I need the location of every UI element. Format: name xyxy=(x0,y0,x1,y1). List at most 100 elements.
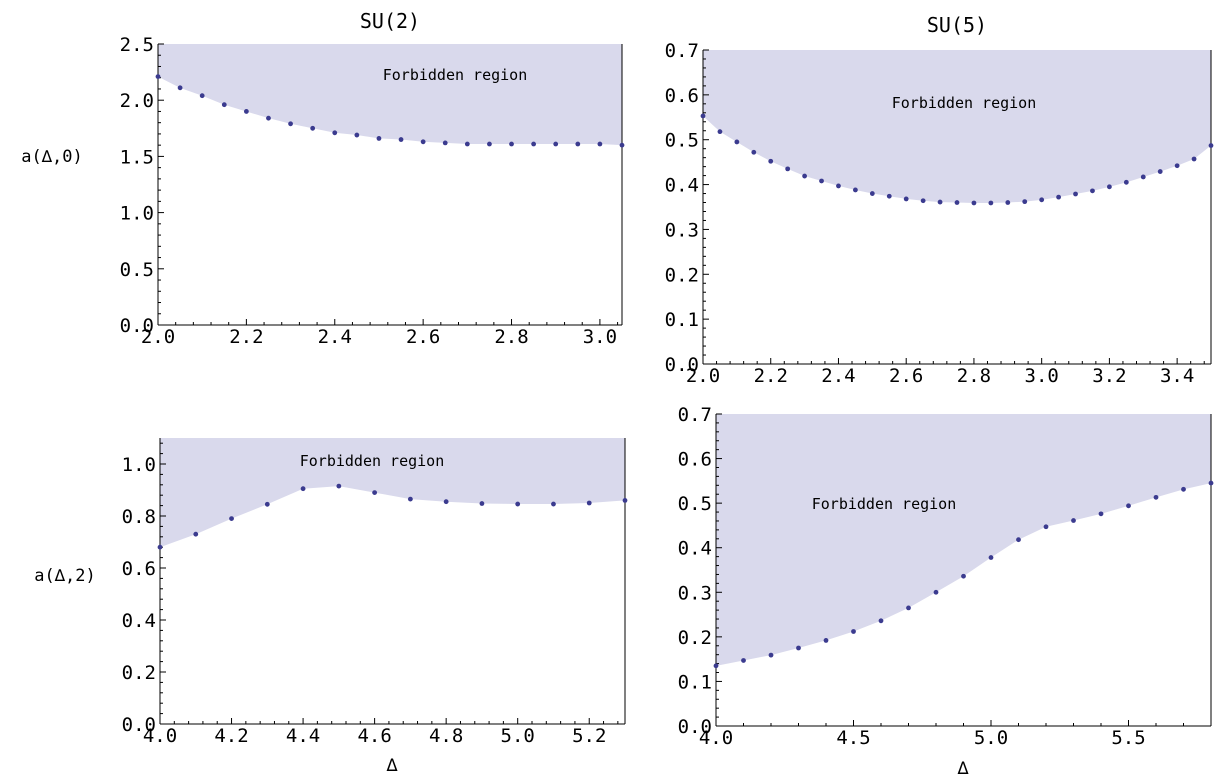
panel-4-x-tick-label: 4.0 xyxy=(699,727,733,749)
panel-4-data-point xyxy=(1043,524,1049,530)
panel-1-x-tick-label: 3.0 xyxy=(583,326,617,348)
panel-1-data-point xyxy=(376,136,382,141)
panel-2-x-tick-label: 3.4 xyxy=(1160,365,1194,387)
panel-3-data-point xyxy=(551,501,556,507)
panel-1-data-point xyxy=(509,141,514,147)
panel-3-data-point xyxy=(443,499,449,505)
panel-4-x-tick-label: 4.5 xyxy=(836,727,870,749)
panel-1-data-point xyxy=(487,141,492,147)
panel-1-data-point xyxy=(597,141,603,147)
panel-3-y-tick-label: 0.2 xyxy=(122,662,156,684)
panel-1-data-point xyxy=(420,139,426,145)
panel-2-data-point xyxy=(717,129,723,135)
panel-4-x-tick-label: 5.5 xyxy=(1111,727,1145,749)
panel-4-data-point xyxy=(1098,511,1104,517)
panel-1-data-point xyxy=(332,130,338,136)
panel-3-data-point xyxy=(157,544,163,550)
panel-3-data-point xyxy=(622,498,628,503)
panel-2-data-point xyxy=(802,173,807,179)
panel-4-y-tick-label: 0.3 xyxy=(678,582,712,604)
panel-3-x-tick-label: 4.8 xyxy=(429,725,463,747)
panel-4-x-tick-label: 5.0 xyxy=(974,727,1008,749)
panel-1-forbidden-region-label: Forbidden region xyxy=(383,66,528,84)
panel-3: 4.0 4.2 4.4 4.6 4.8 5.0 5.2 0.0 0.2 0.4 0.6 0.8 1.0 F… xyxy=(34,438,628,776)
panel-1-y-axis-label: a(∆,0) xyxy=(21,147,82,167)
panel-3-y-tick-label: 0.0 xyxy=(122,714,156,736)
panel-2-data-point xyxy=(971,200,977,206)
panel-1-data-point xyxy=(199,93,205,99)
panel-2-forbidden-region-area xyxy=(703,50,1211,203)
panel-2-data-point xyxy=(785,166,791,172)
panel-4-data-point xyxy=(713,663,719,669)
panel-4-data-point xyxy=(1071,518,1076,523)
panel-3-x-tick-label: 4.6 xyxy=(357,725,391,747)
panel-2-x-tick-label: 2.0 xyxy=(686,365,720,387)
panel-2-y-tick-label: 0.0 xyxy=(665,354,699,376)
panel-4-data-point xyxy=(1126,503,1131,509)
panel-4-data-point xyxy=(961,573,966,579)
panel-4-x-axis-label: ∆ xyxy=(957,758,969,779)
panel-3-data-point xyxy=(229,516,234,521)
panel-2-data-point xyxy=(1090,188,1095,194)
panel-2-data-point xyxy=(988,200,994,206)
panel-1-data-point xyxy=(243,109,249,114)
panel-2-data-point xyxy=(954,200,960,205)
panel-3-forbidden-region-label: Forbidden region xyxy=(300,452,445,470)
panel-4-data-point xyxy=(1153,494,1159,500)
panel-1-data-point xyxy=(177,85,183,91)
panel-1-y-tick-label: 2.5 xyxy=(120,34,154,56)
panel-3-x-tick-label: 5.0 xyxy=(501,725,535,747)
panel-2-y-tick-label: 0.2 xyxy=(665,264,699,286)
panel-3-y-tick-label: 0.4 xyxy=(122,610,156,632)
panel-1-data-point xyxy=(575,141,581,147)
panel-2-y-tick-label: 0.3 xyxy=(665,219,699,241)
panel-2-data-point xyxy=(1107,184,1112,190)
panel-3-data-point xyxy=(336,483,342,489)
panel-2-y-tick-label: 0.1 xyxy=(665,309,699,331)
panel-1-data-point xyxy=(310,125,316,131)
panel-1-x-tick-label: 2.4 xyxy=(318,326,352,348)
panel-4-data-point xyxy=(1016,537,1021,543)
panel-4-forbidden-region-label: Forbidden region xyxy=(812,495,957,513)
panel-1-forbidden-region-area xyxy=(158,44,622,146)
panel-2-x-tick-label: 2.8 xyxy=(957,365,991,387)
panel-1-x-tick-label: 2.0 xyxy=(141,326,175,348)
panel-3-data-point xyxy=(586,500,592,506)
panel-2-data-point xyxy=(751,149,757,155)
panel-1-data-point xyxy=(288,121,293,127)
panel-3-data-point xyxy=(479,501,485,506)
panel-2-y-tick-label: 0.4 xyxy=(665,175,699,197)
panel-2-data-point xyxy=(1157,169,1163,174)
panel-4-data-point xyxy=(906,605,911,611)
panel-4-data-point xyxy=(768,652,774,658)
panel-2-forbidden-region-label: Forbidden region xyxy=(892,94,1037,112)
panel-2-data-point xyxy=(920,198,926,204)
panel-2-x-tick-label: 2.6 xyxy=(889,365,923,387)
panel-3-data-point xyxy=(372,490,378,495)
panel-2-data-point xyxy=(853,187,858,193)
panel-4-data-point xyxy=(796,645,801,651)
panel-4-data-point xyxy=(988,555,994,560)
panel-4-y-tick-label: 0.7 xyxy=(678,404,712,426)
panel-2-data-point xyxy=(1022,199,1028,205)
panel-2-y-tick-label: 0.5 xyxy=(665,130,699,152)
panel-3-data-point xyxy=(193,531,199,537)
panel-3-data-point xyxy=(300,486,306,492)
panel-2-data-point xyxy=(1208,143,1214,148)
panel-1-data-point xyxy=(619,142,625,148)
panel-1-data-point xyxy=(398,137,404,142)
panel-1-data-point xyxy=(354,132,360,138)
panel-1-x-tick-label: 2.6 xyxy=(406,326,440,348)
panel-1-y-tick-label: 1.0 xyxy=(120,203,154,225)
panel-1-y-tick-label: 1.5 xyxy=(120,146,154,168)
panel-2-data-point xyxy=(1123,179,1129,185)
panel-4-data-point xyxy=(1181,486,1186,492)
panel-2-data-point xyxy=(1073,191,1078,197)
panel-2-data-point xyxy=(700,113,706,119)
panel-2-data-point xyxy=(768,158,774,164)
panel-2-data-point xyxy=(734,139,740,145)
panel-2-y-tick-label: 0.7 xyxy=(665,40,699,62)
panel-2: 2.0 2.2 2.4 2.6 2.8 3.0 3.2 3.4 0.0 0.1 0.2 0.3 0.4 0… xyxy=(665,13,1214,387)
panel-1-x-tick-label: 2.8 xyxy=(494,326,528,348)
